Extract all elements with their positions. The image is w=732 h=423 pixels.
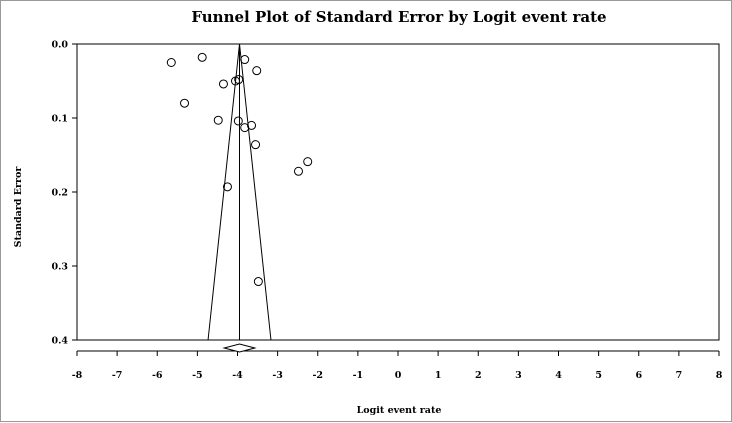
funnel-left-boundary	[207, 43, 241, 341]
study-point	[253, 277, 263, 287]
x-tick-label: -2	[312, 370, 323, 381]
study-point	[252, 66, 262, 76]
study-point	[197, 52, 207, 62]
funnel-right-boundary	[239, 43, 272, 341]
study-point	[180, 98, 190, 108]
y-axis-label: Standard Error	[13, 166, 24, 248]
x-tick-label: -7	[112, 370, 123, 381]
x-tick-label: 8	[716, 370, 723, 381]
study-point	[240, 55, 250, 65]
x-tick-label: 4	[555, 370, 562, 381]
study-point	[293, 166, 303, 176]
y-tick-label: 0.3	[51, 262, 68, 273]
study-point	[234, 75, 244, 85]
study-point	[166, 58, 176, 67]
x-tick-label: -1	[353, 370, 364, 381]
x-tick-label: -3	[272, 370, 283, 381]
y-tick-label: 0.4	[51, 336, 68, 347]
x-tick-label: -6	[152, 370, 163, 381]
study-point	[247, 120, 257, 130]
x-tick-label: 1	[435, 370, 442, 381]
y-tick-label: 0.0	[51, 40, 68, 51]
study-point	[233, 116, 243, 126]
summary-diamond	[222, 343, 257, 353]
y-tick-label: 0.1	[51, 114, 68, 125]
x-axis-label: Logit event rate	[357, 405, 442, 416]
x-tick-label: -8	[72, 370, 83, 381]
study-point	[240, 123, 250, 133]
study-point	[303, 157, 313, 167]
y-tick-label: 0.2	[51, 188, 68, 199]
x-tick-label: 2	[475, 370, 482, 381]
x-tick-label: -5	[192, 370, 203, 381]
x-tick-label: 3	[515, 370, 522, 381]
x-tick-label: 7	[676, 370, 683, 381]
study-point	[222, 182, 232, 192]
x-tick-label: 0	[395, 370, 402, 381]
study-point	[251, 140, 261, 150]
chart-marks: 0.0 0.1 0.2 0.3 0.4 -8 -7 -6 -5 -4 -3 -2 -1 0 1 2 3 4 5 6 7 8	[51, 40, 722, 382]
study-point	[218, 79, 228, 89]
chart-title: Funnel Plot of Standard Error by Logit e…	[191, 8, 606, 26]
plot-area	[76, 43, 720, 341]
study-point	[213, 115, 223, 125]
x-tick-label: -4	[232, 370, 243, 381]
x-tick-label: 6	[635, 370, 642, 381]
x-tick-label: 5	[595, 370, 602, 381]
